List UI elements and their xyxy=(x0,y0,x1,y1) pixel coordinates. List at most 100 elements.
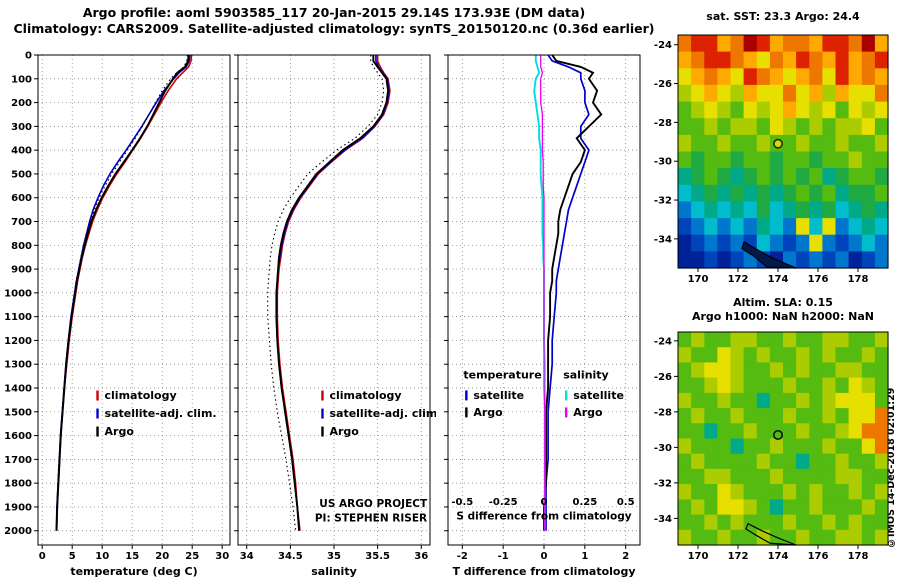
y-tick-label: 700 xyxy=(11,217,32,228)
map-x-tick-label: 178 xyxy=(848,274,869,285)
legend-label: Argo xyxy=(105,425,135,438)
x-tick-label: 15 xyxy=(125,551,139,562)
legend-group-header: salinity xyxy=(563,368,609,381)
x-tick-label: 25 xyxy=(185,551,199,562)
x-tick-label: 34 xyxy=(240,551,254,562)
y-tick-label: 1500 xyxy=(4,407,32,418)
y-tick-label: 1900 xyxy=(4,502,32,513)
coastline xyxy=(745,522,797,546)
map-x-tick-label: 178 xyxy=(848,551,869,562)
map-y-tick-label: -26 xyxy=(654,372,672,383)
y-tick-label: 1400 xyxy=(4,384,32,395)
map-x-tick-label: 172 xyxy=(728,551,749,562)
legend-group-header: temperature xyxy=(463,368,541,381)
s-axis-tick-label: -0.25 xyxy=(489,497,518,508)
legend-label: satellite xyxy=(573,389,624,402)
map-y-tick-label: -34 xyxy=(654,514,672,525)
sst-map-title: sat. SST: 23.3 Argo: 24.4 xyxy=(706,10,860,23)
annotation: PI: STEPHEN RISER xyxy=(315,512,427,524)
temperature-profile-series-climatology-std-dotted xyxy=(55,55,188,531)
x-tick-label: -1 xyxy=(498,551,509,562)
x-tick-label: 0 xyxy=(39,551,46,562)
y-tick-label: 1000 xyxy=(4,288,32,299)
legend-label: satellite-adj. clim. xyxy=(329,407,436,420)
temperature-profile-series-group xyxy=(55,55,193,531)
difference-profile-series-t-diff-argo xyxy=(543,55,603,531)
float-position-marker xyxy=(773,138,784,149)
x-axis-label: T difference from climatology xyxy=(452,565,635,578)
y-tick-label: 400 xyxy=(11,146,32,157)
legend-label: Argo xyxy=(473,406,503,419)
s-axis-caption: S difference from climatology xyxy=(456,511,631,523)
map-x-tick-label: 176 xyxy=(808,551,829,562)
salinity-profile-plot-frame xyxy=(237,54,431,546)
map-y-tick-label: -32 xyxy=(654,196,672,207)
x-tick-label: 5 xyxy=(69,551,76,562)
x-tick-label: 34.5 xyxy=(278,551,303,562)
legend-label: Argo xyxy=(573,406,603,419)
sst-map-frame xyxy=(677,34,889,269)
x-tick-label: 2 xyxy=(622,551,629,562)
map-x-tick-label: 174 xyxy=(768,274,789,285)
temperature-profile-chart: 0 5 10 15 20 25 300100200300400500600700800900… xyxy=(4,51,231,578)
y-tick-label: 1800 xyxy=(4,479,32,490)
maps-chart: 170 172 174 176 178 -24 -26 -28 -30 -32 -34 sat. SS… xyxy=(654,10,889,562)
difference-profile-series-group xyxy=(533,55,603,531)
map-x-tick-label: 176 xyxy=(808,274,829,285)
y-tick-label: 1300 xyxy=(4,360,32,371)
salinity-profile-series-argo xyxy=(275,55,390,531)
y-tick-label: 200 xyxy=(11,98,32,109)
y-tick-label: 300 xyxy=(11,122,32,133)
x-tick-label: 20 xyxy=(155,551,169,562)
salinity-profile-series-group xyxy=(267,55,391,531)
map-y-tick-label: -30 xyxy=(654,157,672,168)
difference-profile-plot-frame xyxy=(447,54,641,546)
x-tick-label: 0 xyxy=(541,551,548,562)
map-y-tick-label: -24 xyxy=(654,40,672,51)
y-tick-label: 900 xyxy=(11,265,32,276)
annotation: US ARGO PROJECT xyxy=(319,498,428,510)
y-tick-label: 800 xyxy=(11,241,32,252)
difference-profile-series-s-diff-argo xyxy=(540,55,546,531)
salinity-profile-series-climatology-std-dotted xyxy=(267,55,385,531)
legend-label: satellite xyxy=(473,389,524,402)
sla-map-frame xyxy=(677,331,889,546)
x-tick-label: -2 xyxy=(457,551,468,562)
y-tick-label: 1700 xyxy=(4,455,32,466)
y-tick-label: 500 xyxy=(11,169,32,180)
s-axis-tick-label: 0.25 xyxy=(573,497,598,508)
temperature-profile-series-argo xyxy=(55,55,190,531)
difference-profile-series-t-diff-satellite xyxy=(545,55,590,531)
map-x-tick-label: 170 xyxy=(688,274,709,285)
y-tick-label: 2000 xyxy=(4,526,32,537)
x-axis-label: temperature (deg C) xyxy=(70,565,197,578)
map-y-tick-label: -34 xyxy=(654,234,672,245)
map-y-tick-label: -26 xyxy=(654,79,672,90)
y-tick-label: 1100 xyxy=(4,312,32,323)
x-tick-label: 10 xyxy=(95,551,109,562)
difference-profile-series-s-diff-satellite xyxy=(533,55,546,531)
temperature-profile-series-climatology xyxy=(55,55,193,531)
x-tick-label: 36 xyxy=(414,551,428,562)
s-axis-tick-label: 0 xyxy=(541,497,548,508)
sla-map-title: Altim. SLA: 0.15 xyxy=(733,296,833,309)
sst-map: 170 172 174 176 178 -24 -26 -28 -30 -32 -34 sat. SS… xyxy=(654,10,889,285)
map-y-tick-label: -24 xyxy=(654,336,672,347)
map-x-tick-label: 174 xyxy=(768,551,789,562)
y-tick-label: 100 xyxy=(11,74,32,85)
map-x-tick-label: 172 xyxy=(728,274,749,285)
float-position-marker xyxy=(773,429,784,440)
map-y-tick-label: -30 xyxy=(654,443,672,454)
s-axis-tick-label: -0.5 xyxy=(451,497,473,508)
legend-label: climatology xyxy=(105,389,177,402)
sla-map: 170 172 174 176 178 -24 -26 -28 -30 -32 -34 Altim. … xyxy=(654,296,889,562)
map-y-tick-label: -32 xyxy=(654,478,672,489)
figure-title-line1: Argo profile: aoml 5903585_117 20-Jan-20… xyxy=(82,5,586,20)
s-axis-tick-label: 0.5 xyxy=(617,497,635,508)
legend-label: Argo xyxy=(329,425,359,438)
figure-title-line2: Climatology: CARS2009. Satellite-adjuste… xyxy=(13,21,655,36)
x-axis-label: salinity xyxy=(311,565,357,578)
map-y-tick-label: -28 xyxy=(654,118,672,129)
legend-label: climatology xyxy=(329,389,401,402)
